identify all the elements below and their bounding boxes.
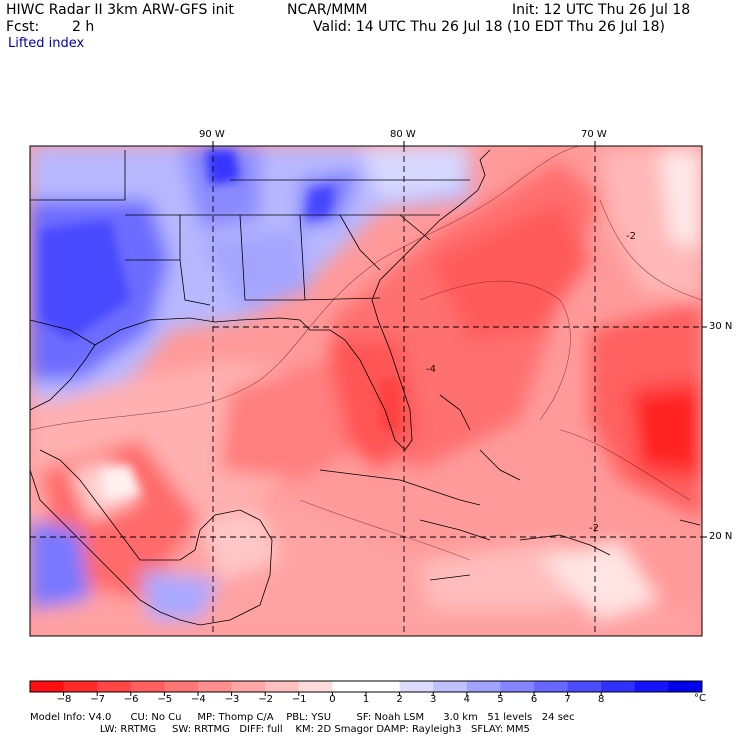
lon-label-70w: 70 W (581, 129, 607, 140)
colorbar-tick-label: 0 (329, 694, 336, 705)
colorbar-cell (97, 681, 132, 692)
colorbar-cell (466, 681, 501, 692)
colorbar-tick-label: −5 (157, 694, 173, 705)
colorbar-cell (164, 681, 199, 692)
colorbar-tick-label: 6 (530, 694, 538, 705)
colorbar-cell (399, 681, 434, 692)
model-title: HIWC Radar II 3km ARW-GFS init (6, 2, 234, 18)
colorbar-tick-label: 2 (396, 694, 403, 705)
model-info-line1: Model Info: V4.0 CU: No Cu MP: Thomp C/A… (30, 712, 575, 723)
colorbar-cell (332, 681, 367, 692)
colorbar-cell (567, 681, 602, 692)
contour-label: -2 (626, 231, 636, 242)
colorbar-cell (366, 681, 401, 692)
lat-label-20n: 20 N (709, 531, 733, 542)
contour-label: -4 (426, 364, 436, 375)
colorbar-cell (601, 681, 636, 692)
forecast-label: Fcst: (6, 19, 40, 35)
colorbar-tick-label: −8 (56, 694, 72, 705)
lat-label-30n: 30 N (709, 321, 733, 332)
colorbar-cell (500, 681, 535, 692)
colorbar-cell (198, 681, 233, 692)
colorbar-cell (298, 681, 333, 692)
colorbar-cell (668, 681, 703, 692)
valid-time: Valid: 14 UTC Thu 26 Jul 18 (10 EDT Thu … (313, 19, 665, 35)
contour-label: -2 (589, 523, 599, 534)
colorbar-cell (634, 681, 669, 692)
colorbar-tick-label: −4 (191, 694, 206, 705)
colorbar-tick-label: 3 (430, 694, 437, 705)
colorbar-tick-label: −3 (224, 694, 240, 705)
colorbar-tick-label: −7 (90, 694, 105, 705)
colorbar-cell (433, 681, 468, 692)
colorbar-cell (30, 681, 65, 692)
colorbar-tick-label: 4 (463, 694, 470, 705)
colorbar-cell (265, 681, 300, 692)
map-frame (29, 145, 703, 637)
init-time: Init: 12 UTC Thu 26 Jul 18 (512, 2, 691, 18)
colorbar-unit: °C (694, 693, 706, 704)
model-info-line2: LW: RRTMG SW: RRTMG DIFF: full KM: 2D Sm… (30, 724, 530, 735)
field-name: Lifted index (8, 36, 85, 51)
colorbar-tick-label: −1 (291, 694, 307, 705)
agency-label: NCAR/MMM (287, 2, 368, 18)
colorbar-cell (231, 681, 266, 692)
colorbar-tick-label: 7 (564, 694, 571, 705)
colorbar-cell (63, 681, 98, 692)
lon-label-90w: 90 W (199, 129, 225, 140)
colorbar-tick-label: −2 (258, 694, 273, 705)
colorbar-tick-label: 5 (497, 694, 504, 705)
forecast-hours: 2 h (72, 19, 95, 35)
colorbar-cell (534, 681, 569, 692)
colorbar-tick-label: 1 (362, 694, 370, 705)
colorbar-tick-label: −6 (123, 694, 139, 705)
colorbar-cell (130, 681, 165, 692)
colorbar-tick-label: 8 (598, 694, 605, 705)
colorbar-frame (29, 680, 703, 693)
lon-label-80w: 80 W (390, 129, 416, 140)
